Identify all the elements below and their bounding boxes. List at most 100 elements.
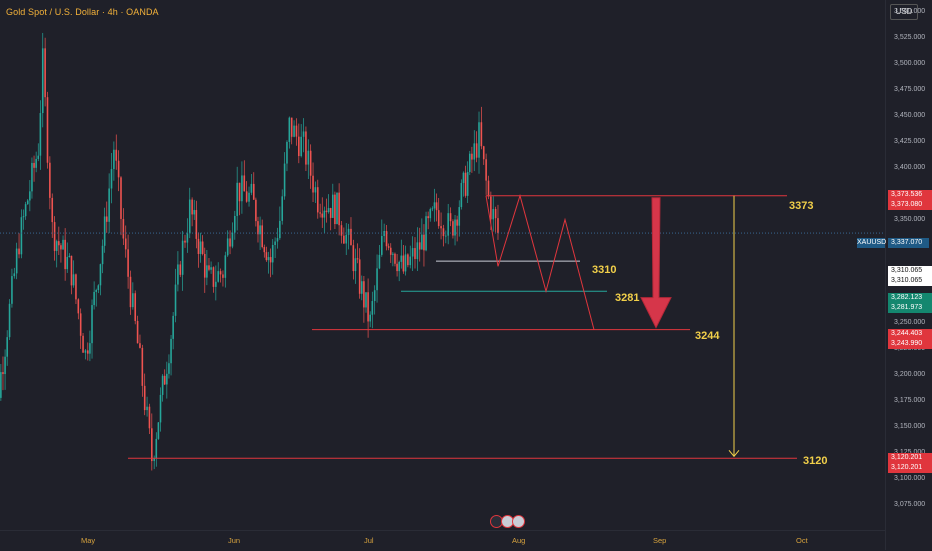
red-arrow [640, 197, 672, 329]
candle [307, 150, 310, 165]
price-tick: 3,075.000 [894, 501, 926, 508]
candle [11, 276, 13, 304]
candle [376, 268, 378, 291]
candle [199, 241, 202, 254]
candle [458, 207, 461, 226]
price-tag: 3,244.403 [888, 329, 932, 339]
candle [31, 162, 33, 192]
candle [127, 249, 129, 277]
candle [279, 220, 281, 239]
price-tag: 3,310.065 [888, 276, 932, 286]
price-tick: 3,125.000 [894, 449, 925, 456]
candle [141, 347, 144, 386]
candle [4, 356, 6, 375]
candle [236, 182, 238, 216]
candle [494, 209, 497, 219]
candle [462, 172, 465, 183]
candle [485, 159, 487, 181]
candle [452, 221, 454, 236]
candle [369, 314, 372, 322]
candle [334, 194, 336, 225]
candle [404, 254, 407, 272]
candle [122, 218, 125, 239]
candle [271, 245, 274, 263]
candle [99, 264, 102, 286]
candle [414, 248, 416, 259]
candle [62, 239, 64, 250]
price-chart[interactable] [0, 0, 885, 530]
candle [319, 212, 321, 214]
candle [49, 162, 51, 198]
price-tag: 3,281.973 [888, 303, 932, 313]
candle [197, 238, 200, 254]
candle [347, 228, 350, 235]
candle [217, 271, 220, 282]
candle [226, 238, 229, 256]
time-axis[interactable] [0, 530, 885, 551]
candle [281, 196, 284, 221]
candle [203, 253, 206, 278]
candle [174, 284, 177, 316]
candle [195, 210, 198, 239]
candle [350, 228, 352, 246]
candle [243, 175, 246, 192]
candle [356, 258, 359, 260]
level-label: 3281 [615, 292, 640, 304]
candle [188, 199, 191, 234]
event-icons[interactable] [490, 515, 526, 528]
candle [478, 122, 480, 158]
currency-button[interactable]: USD [890, 4, 918, 20]
candle [492, 209, 495, 220]
candle [155, 438, 158, 459]
candle [352, 245, 355, 272]
candle [263, 247, 266, 253]
candle [68, 255, 71, 257]
candle [82, 335, 84, 353]
candle [66, 256, 69, 270]
candle [103, 216, 106, 246]
candle [117, 160, 120, 178]
candle [208, 265, 210, 270]
price-tag: 3,120.201 [888, 463, 932, 473]
candle [75, 274, 77, 300]
candle [77, 299, 80, 314]
level-label: 3120 [803, 455, 828, 467]
candle [316, 187, 319, 213]
candle [290, 117, 293, 137]
candle [64, 239, 66, 270]
candle [148, 406, 151, 429]
candle [60, 245, 62, 250]
candle [365, 292, 367, 308]
candle [302, 131, 305, 137]
candle [482, 146, 485, 160]
candle [276, 238, 279, 242]
candle [37, 155, 40, 159]
candle [400, 255, 403, 262]
candle [449, 213, 452, 222]
level-label: 3373 [789, 200, 814, 212]
candle [396, 263, 398, 272]
candle [389, 247, 392, 255]
candle [367, 292, 369, 322]
price-tick: 3,150.000 [894, 423, 926, 431]
candle [84, 350, 87, 353]
candle [435, 202, 438, 211]
candle [314, 187, 317, 193]
candle [159, 394, 162, 423]
candle [427, 216, 429, 219]
yellow-arrow-head [728, 449, 740, 458]
candle [407, 254, 409, 266]
candle [387, 246, 390, 248]
price-tick: 3,200.000 [894, 371, 926, 379]
price-tick: 3,250.000 [894, 319, 926, 327]
candle [179, 264, 182, 275]
us-flag-icon[interactable] [512, 515, 525, 528]
level-label: 3310 [592, 264, 617, 276]
candle [91, 305, 93, 344]
candle [212, 267, 215, 287]
candle [329, 208, 332, 218]
price-tick: 3,400.000 [894, 163, 926, 171]
candle [431, 208, 434, 210]
price-tag: 3,120.201 [888, 453, 932, 463]
